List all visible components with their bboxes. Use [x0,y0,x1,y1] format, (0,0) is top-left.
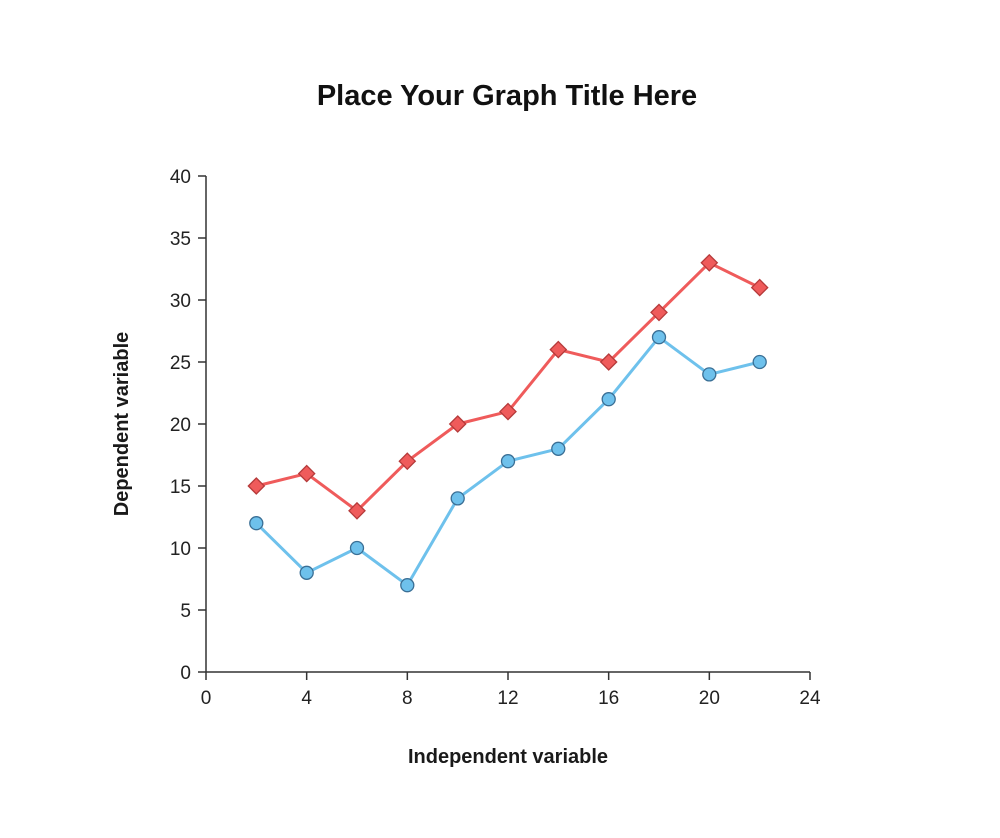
series-2 [249,330,767,593]
data-point-circle [299,565,314,580]
y-tick-label: 15 [170,477,191,498]
y-axis-label: Dependent variable [111,332,133,517]
data-point-circle [349,540,365,556]
data-point-diamond [549,340,568,359]
data-point-diamond [247,477,266,495]
y-tick-label: 5 [180,601,191,622]
data-point-diamond [348,501,366,520]
data-point-circle [249,516,264,531]
data-point-circle [400,578,415,593]
x-axis-label: Independent variable [408,746,608,768]
data-point-diamond [499,402,517,421]
chart-title: Place Your Graph Title Here [317,80,697,112]
ticks: 0 5 10 15 20 25 30 35 40 0 4 8 12 16 20 24 [170,167,821,709]
y-tick-label: 35 [170,229,191,250]
x-tick-label: 4 [301,688,312,709]
y-tick-label: 0 [180,663,191,684]
series [247,253,769,593]
y-tick-label: 30 [170,291,191,312]
data-point-circle [500,454,516,469]
data-point-diamond [599,353,618,371]
x-tick-label: 0 [201,688,212,709]
series-1 [247,253,769,520]
data-point-circle [651,330,667,345]
data-point-circle [702,367,717,382]
series-line [255,261,761,513]
data-point-circle [601,392,616,407]
y-tick-label: 25 [170,353,191,374]
data-point-circle [450,491,465,506]
x-tick-label: 8 [402,688,413,709]
y-tick-label: 40 [170,167,191,188]
data-point-circle [551,441,566,456]
data-point-circle [752,354,767,370]
data-point-diamond [398,452,417,471]
x-tick-label: 12 [497,688,518,709]
y-tick-label: 20 [170,415,191,436]
y-tick-label: 10 [170,539,191,560]
x-tick-label: 24 [799,688,821,709]
data-point-diamond [700,253,719,272]
x-tick-label: 20 [699,688,720,709]
axes [205,176,810,673]
data-point-diamond [750,278,769,297]
x-tick-label: 16 [598,688,619,709]
data-point-diamond [650,303,668,322]
data-point-diamond [297,464,316,483]
data-point-diamond [448,415,467,433]
